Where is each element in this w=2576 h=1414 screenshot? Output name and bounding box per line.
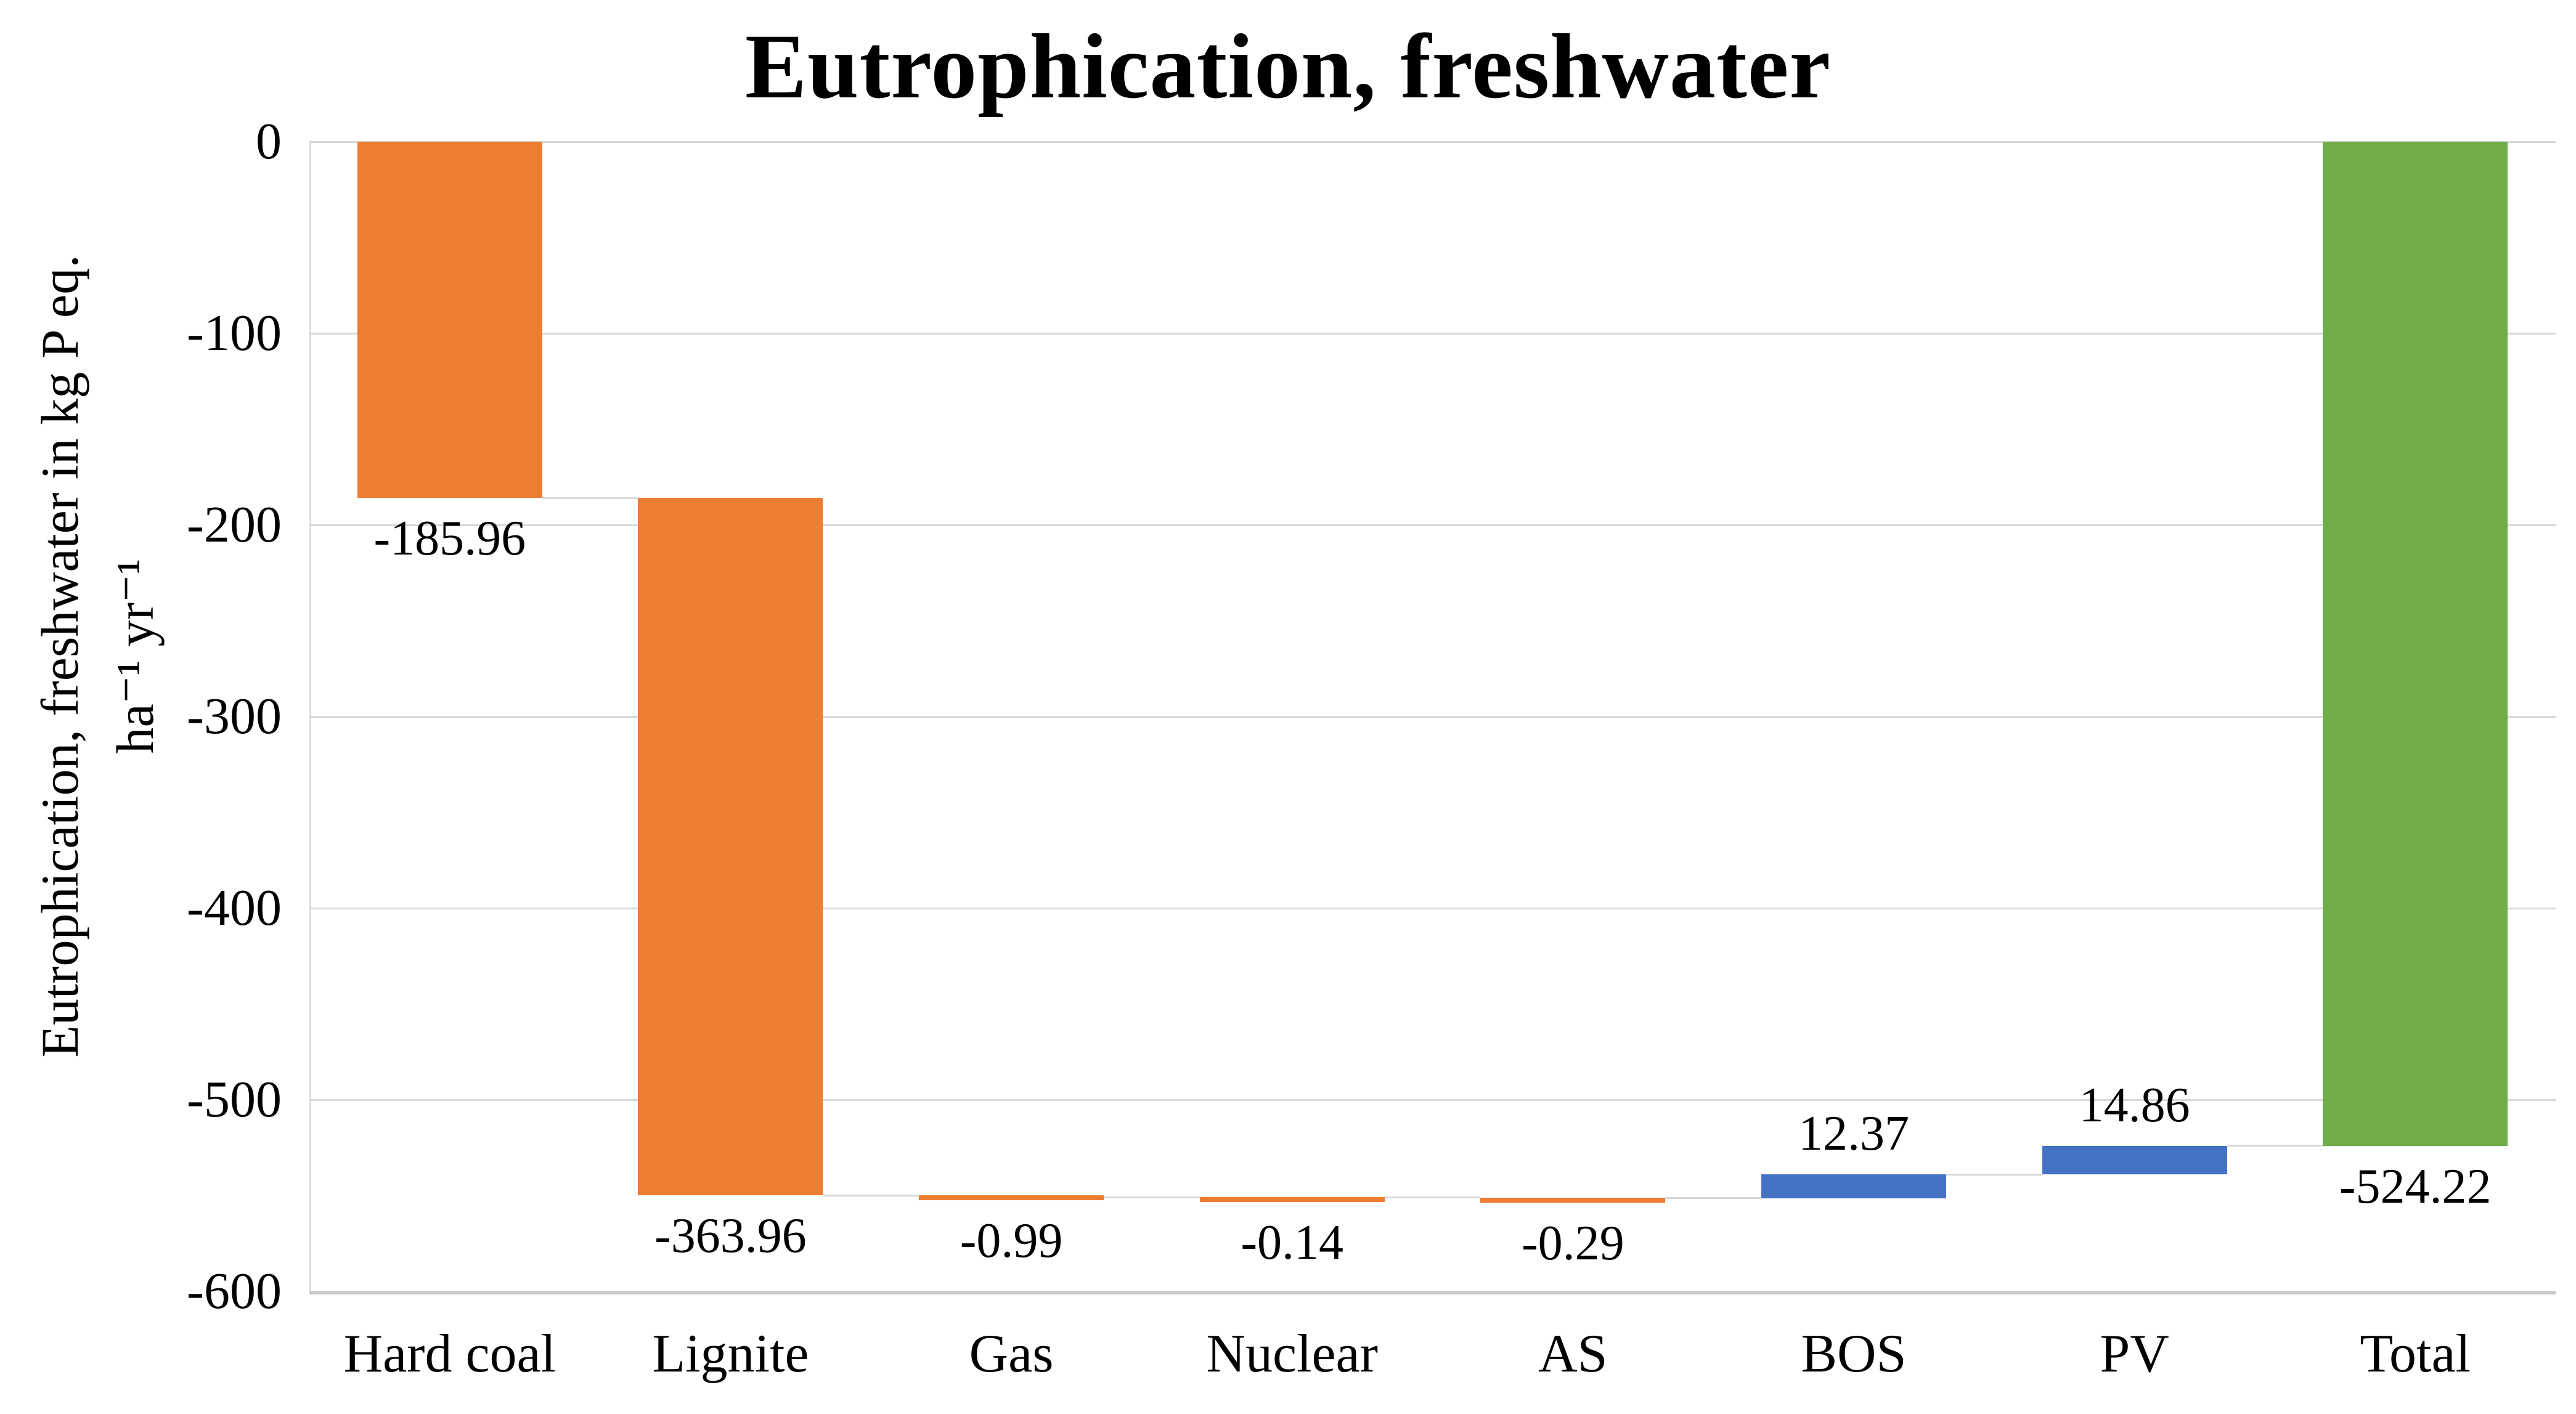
bar-value-label: 14.86 — [2079, 1078, 2190, 1132]
y-tick-label: -500 — [187, 1071, 282, 1128]
y-tick-label: 0 — [256, 113, 282, 170]
connector-line — [1104, 1196, 1200, 1198]
x-category-label: PV — [2100, 1324, 2169, 1384]
x-category-label: Total — [2360, 1324, 2471, 1384]
connector-line — [2227, 1145, 2323, 1147]
bar-value-label: -185.96 — [373, 511, 526, 566]
gridline — [309, 715, 2556, 718]
chart-title: Eutrophication, freshwater — [744, 15, 1832, 118]
bar-hard-coal — [357, 142, 542, 498]
bar-value-label: -363.96 — [654, 1209, 807, 1264]
gridline — [309, 524, 2556, 526]
connector-line — [1665, 1197, 1761, 1200]
bar-value-label: -0.29 — [1521, 1216, 1624, 1270]
x-category-label: Hard coal — [343, 1324, 556, 1384]
x-category-label: Nuclear — [1206, 1324, 1378, 1384]
bar-lignite — [638, 498, 823, 1196]
y-tick-label: -100 — [187, 304, 282, 362]
gridline — [309, 332, 2556, 335]
y-tick-label: -600 — [187, 1262, 282, 1320]
bar-value-label: -0.99 — [960, 1214, 1063, 1269]
y-tick-label: -400 — [187, 879, 282, 937]
x-category-label: AS — [1538, 1324, 1608, 1384]
connector-line — [823, 1194, 919, 1197]
connector-line — [1384, 1197, 1481, 1199]
bar-nuclear — [1199, 1197, 1385, 1203]
bar-value-label: -524.22 — [2339, 1160, 2492, 1214]
connector-line — [542, 497, 638, 499]
bar-gas — [919, 1195, 1104, 1201]
y-axis-line — [309, 142, 311, 1291]
bar-as — [1480, 1197, 1666, 1203]
y-axis-title-line1: Eutrophication, freshwater in kg P eq. — [30, 254, 89, 1058]
bar-value-label: -0.14 — [1241, 1216, 1343, 1270]
y-tick-label: -200 — [187, 496, 282, 553]
bar-pv — [2042, 1145, 2227, 1175]
bar-total — [2323, 142, 2508, 1147]
y-tick-label: -300 — [187, 688, 282, 745]
x-category-label: Gas — [969, 1324, 1054, 1384]
bar-bos — [1761, 1174, 1946, 1198]
x-axis-line — [309, 1291, 2556, 1294]
x-category-label: Lignite — [652, 1324, 809, 1384]
bar-value-label: 12.37 — [1798, 1107, 1909, 1161]
connector-line — [1946, 1173, 2042, 1176]
x-category-label: BOS — [1801, 1324, 1907, 1384]
gridline — [309, 1099, 2556, 1101]
gridline — [309, 140, 2556, 143]
gridline — [309, 907, 2556, 909]
